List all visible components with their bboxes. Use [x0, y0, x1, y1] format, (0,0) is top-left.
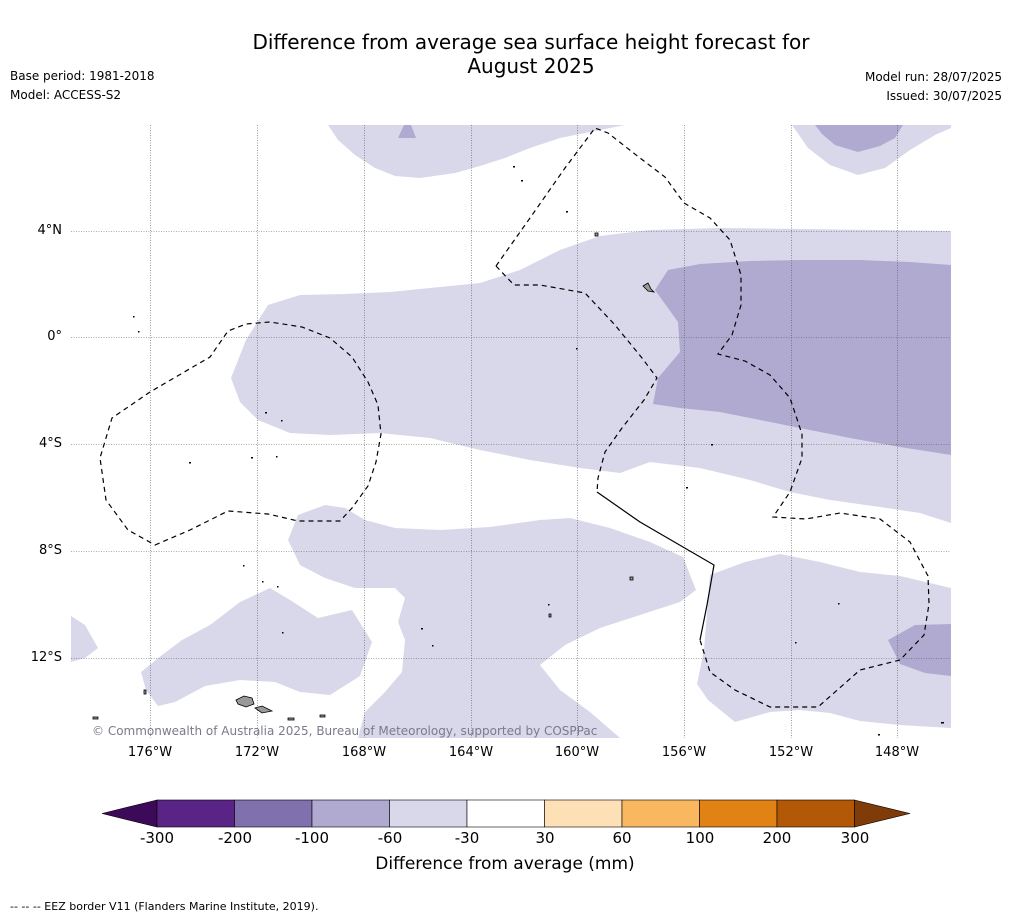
anomaly-region-west-edge: [71, 616, 98, 662]
eez-border-tokelau: [99, 321, 382, 546]
gridlines: [71, 125, 951, 738]
lon-label-148w: 148°W: [874, 745, 920, 760]
lat-label-4s: 4°S: [38, 436, 62, 451]
lon-label-160w: 160°W: [554, 745, 600, 760]
lon-label-172w: 172°W: [234, 745, 280, 760]
colorbar-tick-label: -300: [139, 829, 175, 847]
colorbar-tick-label: -30: [454, 829, 480, 847]
anomaly-region-central-south: [288, 505, 696, 738]
sea-level-map: [71, 125, 951, 738]
colorbar-swatch: [621, 799, 700, 828]
eez-border-kiribati-line-east: [495, 127, 930, 708]
lat-label-0: 0°: [47, 329, 62, 344]
colorbar-swatch: [389, 799, 468, 828]
island-dots: [133, 166, 944, 736]
colorbar-swatch: [699, 799, 778, 828]
colorbar-title: Difference from average (mm): [375, 854, 635, 874]
anomaly-region-southeast: [697, 554, 951, 728]
eez-borders: [99, 127, 930, 708]
model-text: Model: ACCESS-S2: [10, 88, 122, 102]
colorbar-swatch: [311, 799, 390, 828]
lon-label-156w: 156°W: [661, 745, 707, 760]
lat-label-8s: 8°S: [38, 543, 62, 558]
colorbar-tick-label: 30: [535, 829, 555, 847]
island-savaii: [235, 695, 255, 708]
anomaly-region-northeast-core: [815, 125, 903, 152]
islands: [92, 232, 656, 721]
eez-footnote: -- -- -- EEZ border V11 (Flanders Marine…: [10, 900, 319, 913]
copyright-credit: © Commonwealth of Australia 2025, Bureau…: [92, 724, 598, 738]
issued-text: Issued: 30/07/2025: [886, 89, 1002, 103]
colorbar-tick-label: -100: [294, 829, 330, 847]
anomaly-region-southwest: [141, 588, 372, 706]
colorbar-tick-label: 200: [762, 829, 792, 847]
anomaly-region-north-top: [328, 125, 625, 178]
colorbar-tick-label: -60: [377, 829, 403, 847]
colorbar-tick-label: 100: [685, 829, 715, 847]
lon-label-176w: 176°W: [127, 745, 173, 760]
colorbar-swatch: [544, 799, 623, 828]
model-run-text: Model run: 28/07/2025: [864, 70, 1002, 84]
colorbar-swatch: [234, 799, 313, 828]
colorbar-swatch: [466, 799, 545, 828]
lon-label-152w: 152°W: [768, 745, 814, 760]
colorbar-tick-label: 300: [840, 829, 870, 847]
anomaly-region-southeast-core: [888, 624, 951, 676]
anomaly-region-eastern-core: [653, 260, 951, 455]
title-line-1: Difference from average sea surface heig…: [252, 30, 810, 54]
island-kiritimati: [642, 282, 656, 293]
colorbar-extend-high: [854, 799, 911, 828]
lat-label-12s: 12°S: [30, 650, 62, 665]
colorbar-extend-low: [101, 799, 158, 828]
meta-left: Base period: 1981-2018 Model: ACCESS-S2: [10, 67, 155, 105]
eez-border-kiribati-phoenix: [495, 265, 658, 493]
chart-title: Difference from average sea surface heig…: [180, 30, 882, 78]
eez-border-solid-segment: [596, 491, 715, 641]
lon-label-168w: 168°W: [341, 745, 387, 760]
base-period-text: Base period: 1981-2018: [10, 69, 155, 83]
colorbar-swatches: [101, 799, 911, 828]
colorbar-swatch: [776, 799, 855, 828]
island-upolu: [254, 705, 274, 714]
meta-right: Model run: 28/07/2025 Issued: 30/07/2025: [865, 68, 1002, 106]
lat-label-4n: 4°N: [37, 223, 63, 238]
colorbar-swatch: [156, 799, 235, 828]
title-line-2: August 2025: [467, 54, 595, 78]
colorbar-tick-label: -200: [217, 829, 253, 847]
colorbar-tick-label: 60: [612, 829, 632, 847]
lon-label-164w: 164°W: [448, 745, 494, 760]
anomaly-region-northwest-spot: [398, 125, 416, 138]
